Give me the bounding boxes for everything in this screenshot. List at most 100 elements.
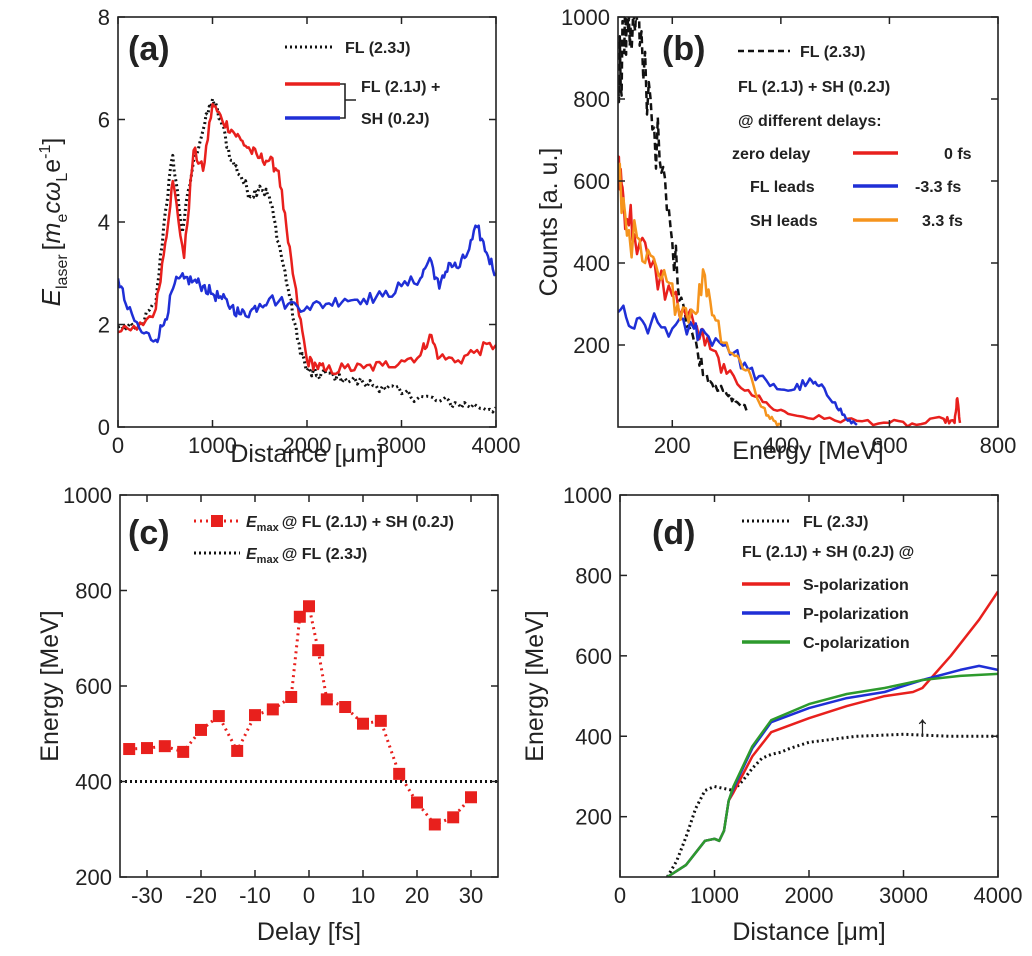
x-tick-label: 1000 <box>690 883 739 908</box>
ylabel-tail: e <box>38 159 66 173</box>
y-tick-label: 6 <box>98 108 110 133</box>
series-line-c-polarization <box>666 672 998 877</box>
legend-d-c: C-polarization <box>803 635 910 652</box>
panel-b: 200 400 600 800 200 400 600 800 1000 (b) Energy … <box>535 5 1016 465</box>
y-tick-label: 8 <box>98 5 110 30</box>
data-point <box>123 743 136 756</box>
legend-b-fl-leads-value: -3.3 fs <box>915 179 961 196</box>
panel-a-legend: FL (2.3J) FL (2.1J) + SH (0.2J) <box>285 40 440 128</box>
legend-d-fl: FL (2.3J) <box>803 514 869 531</box>
ylabel-sup: -1 <box>37 145 54 159</box>
annotation-arrow-icon: ↑ <box>915 710 930 743</box>
x-tick-label: 4000 <box>974 883 1023 908</box>
y-tick-label: 800 <box>575 563 612 588</box>
panel-a-marks <box>118 97 496 414</box>
data-point <box>428 818 441 831</box>
y-tick-label: 200 <box>575 805 612 830</box>
legend-d-p: P-polarization <box>803 606 909 623</box>
panel-d-xlabel: Distance [μm] <box>732 918 885 946</box>
x-tick-label: 400 <box>762 433 799 458</box>
legend-c-combo-suffix: @ FL (2.1J) + SH (0.2J) <box>282 514 454 531</box>
ylabel-omega: ω <box>38 182 66 201</box>
x-tick-label: 20 <box>405 883 429 908</box>
legend-c-combo: Emax @ FL (2.1J) + SH (0.2J) <box>246 514 454 534</box>
legend-c-fl: Emax @ FL (2.3J) <box>246 546 367 566</box>
x-tick-label: 4000 <box>472 433 521 458</box>
series-line-fl-2-1j-sh-0-2j- <box>118 102 496 376</box>
panel-a: 0 1000 2000 3000 4000 0 2 4 6 8 (a) Distance [μm]… <box>36 5 520 468</box>
series-line-0-fs <box>618 155 962 427</box>
panel-c-ylabel: Energy [MeV] <box>36 610 64 761</box>
y-tick-label: 200 <box>573 333 610 358</box>
x-tick-label: 0 <box>303 883 315 908</box>
y-tick-label: 2 <box>98 313 110 338</box>
legend-c-combo-e: E <box>246 514 258 531</box>
x-tick-label: -10 <box>239 883 271 908</box>
data-point <box>195 723 207 736</box>
panel-c-xlabel: Delay [fs] <box>257 918 361 946</box>
series-line--3-3-fs <box>618 304 858 426</box>
data-point <box>303 600 315 613</box>
ylabel-close: ] <box>38 138 66 145</box>
panel-a-label: (a) <box>128 30 170 68</box>
y-tick-label: 600 <box>575 644 612 669</box>
legend-b-combo: FL (2.1J) + SH (0.2J) <box>738 79 890 96</box>
series-line-fl-2-1j-sh-0-2j- <box>129 604 473 826</box>
x-tick-label: 800 <box>980 433 1017 458</box>
x-tick-label: 10 <box>351 883 375 908</box>
panel-b-series <box>618 17 962 427</box>
y-tick-label: 4 <box>98 210 110 235</box>
panel-c: -30 -20 -10 0 10 20 30 200 400 600 800 1000 (c) Del… <box>36 483 499 946</box>
data-point <box>312 644 325 657</box>
legend-b-sh-leads-value: 3.3 fs <box>922 213 963 230</box>
y-tick-label: 400 <box>75 770 112 795</box>
legend-b-fl: FL (2.3J) <box>800 44 866 61</box>
ylabel-sub-l: L <box>54 173 71 182</box>
legend-c-fl-suffix: @ FL (2.3J) <box>282 546 368 563</box>
panel-d-marks: ↑ <box>666 590 998 877</box>
data-point <box>447 811 460 824</box>
data-point <box>357 717 369 730</box>
panel-b-ticks: 200 400 600 800 200 400 600 800 1000 <box>561 5 1016 458</box>
legend-d-s: S-polarization <box>803 577 909 594</box>
legend-a-sh-part: SH (0.2J) <box>361 111 429 128</box>
panel-d-legend: FL (2.3J) FL (2.1J) + SH (0.2J) @ S-pola… <box>742 514 914 652</box>
x-tick-label: 0 <box>614 883 626 908</box>
legend-b-zero-value: 0 fs <box>944 146 972 163</box>
panel-b-xlabel: Energy [MeV] <box>732 437 883 465</box>
panel-d-series <box>666 590 998 877</box>
ylabel-m: m <box>38 223 66 244</box>
panel-a-ylabel: Elaser[mecωLe-1] <box>36 138 71 307</box>
data-point <box>465 791 477 804</box>
panel-d-label: (d) <box>652 514 695 552</box>
legend-b-zero-label: zero delay <box>732 146 810 163</box>
panel-a-ticks: 0 1000 2000 3000 4000 0 2 4 6 8 <box>98 5 521 458</box>
legend-c-fl-e: E <box>246 546 258 563</box>
data-point <box>158 740 171 753</box>
ylabel-sub-e: e <box>54 214 71 223</box>
x-tick-label: 0 <box>112 433 124 458</box>
data-point <box>393 767 406 780</box>
y-tick-label: 400 <box>575 724 612 749</box>
legend-a-fl: FL (2.3J) <box>345 40 411 57</box>
panel-b-legend: FL (2.3J) FL (2.1J) + SH (0.2J) @ differ… <box>732 44 972 230</box>
data-point <box>374 714 387 727</box>
y-tick-label: 600 <box>75 674 112 699</box>
data-point <box>266 703 279 716</box>
ylabel-e: E <box>36 288 66 306</box>
legend-c-combo-sub: max <box>257 522 280 534</box>
x-tick-label: 2000 <box>785 883 834 908</box>
y-tick-label: 200 <box>75 865 112 890</box>
series-line-sh-0-2j- <box>118 224 496 344</box>
panel-b-frame <box>617 16 999 428</box>
panel-b-label: (b) <box>662 30 705 68</box>
y-tick-label: 400 <box>573 251 610 276</box>
data-point <box>293 610 306 623</box>
legend-b-fl-leads-label: FL leads <box>750 179 815 196</box>
y-tick-label: 1000 <box>63 483 112 508</box>
panel-d-ylabel: Energy [MeV] <box>521 610 549 761</box>
ylabel-open: [ <box>38 243 66 250</box>
y-tick-label: 800 <box>75 579 112 604</box>
legend-a-fl-part: FL (2.1J) + <box>361 79 440 96</box>
ylabel-c: c <box>38 201 66 214</box>
